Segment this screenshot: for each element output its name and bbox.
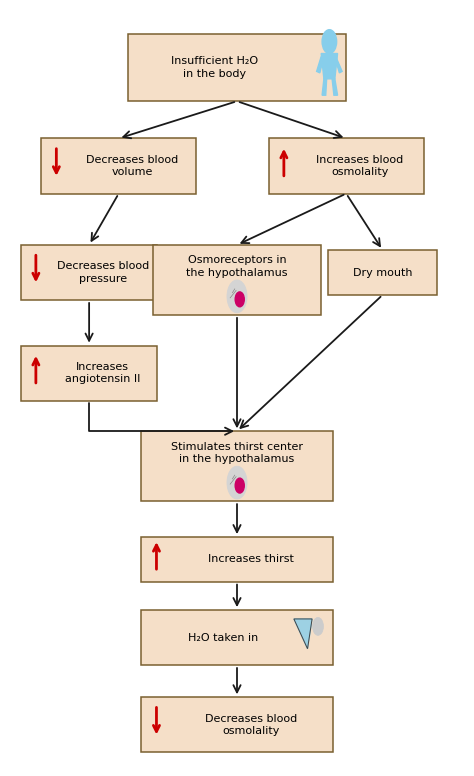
Text: Decreases blood
osmolality: Decreases blood osmolality bbox=[204, 713, 297, 736]
FancyBboxPatch shape bbox=[21, 345, 157, 400]
Circle shape bbox=[312, 618, 323, 636]
Circle shape bbox=[235, 292, 244, 307]
Text: Stimulates thirst center
in the hypothalamus: Stimulates thirst center in the hypothal… bbox=[171, 442, 303, 464]
Circle shape bbox=[322, 29, 337, 54]
Circle shape bbox=[227, 280, 247, 313]
FancyBboxPatch shape bbox=[153, 245, 321, 315]
FancyBboxPatch shape bbox=[328, 250, 437, 295]
FancyBboxPatch shape bbox=[141, 697, 333, 752]
Polygon shape bbox=[294, 619, 312, 649]
Text: Dry mouth: Dry mouth bbox=[353, 268, 412, 278]
Polygon shape bbox=[332, 79, 337, 95]
FancyBboxPatch shape bbox=[269, 138, 424, 193]
FancyBboxPatch shape bbox=[41, 138, 196, 193]
Circle shape bbox=[227, 466, 247, 499]
Text: Insufficient H₂O
in the body: Insufficient H₂O in the body bbox=[171, 57, 258, 79]
Text: Osmoreceptors in
the hypothalamus: Osmoreceptors in the hypothalamus bbox=[186, 255, 288, 278]
FancyBboxPatch shape bbox=[128, 34, 346, 101]
Text: Increases
angiotensin II: Increases angiotensin II bbox=[65, 362, 140, 384]
Text: Increases blood
osmolality: Increases blood osmolality bbox=[316, 154, 403, 177]
Text: H₂O taken in: H₂O taken in bbox=[188, 632, 258, 643]
Polygon shape bbox=[321, 54, 337, 79]
FancyBboxPatch shape bbox=[141, 431, 333, 501]
Polygon shape bbox=[322, 79, 327, 95]
FancyBboxPatch shape bbox=[141, 537, 333, 582]
Text: Decreases blood
pressure: Decreases blood pressure bbox=[56, 262, 149, 284]
FancyBboxPatch shape bbox=[141, 610, 333, 665]
Polygon shape bbox=[317, 57, 323, 73]
FancyBboxPatch shape bbox=[21, 245, 157, 300]
Text: Increases thirst: Increases thirst bbox=[208, 554, 293, 564]
Polygon shape bbox=[336, 57, 342, 73]
Text: Decreases blood
volume: Decreases blood volume bbox=[86, 154, 179, 177]
Circle shape bbox=[235, 478, 244, 493]
